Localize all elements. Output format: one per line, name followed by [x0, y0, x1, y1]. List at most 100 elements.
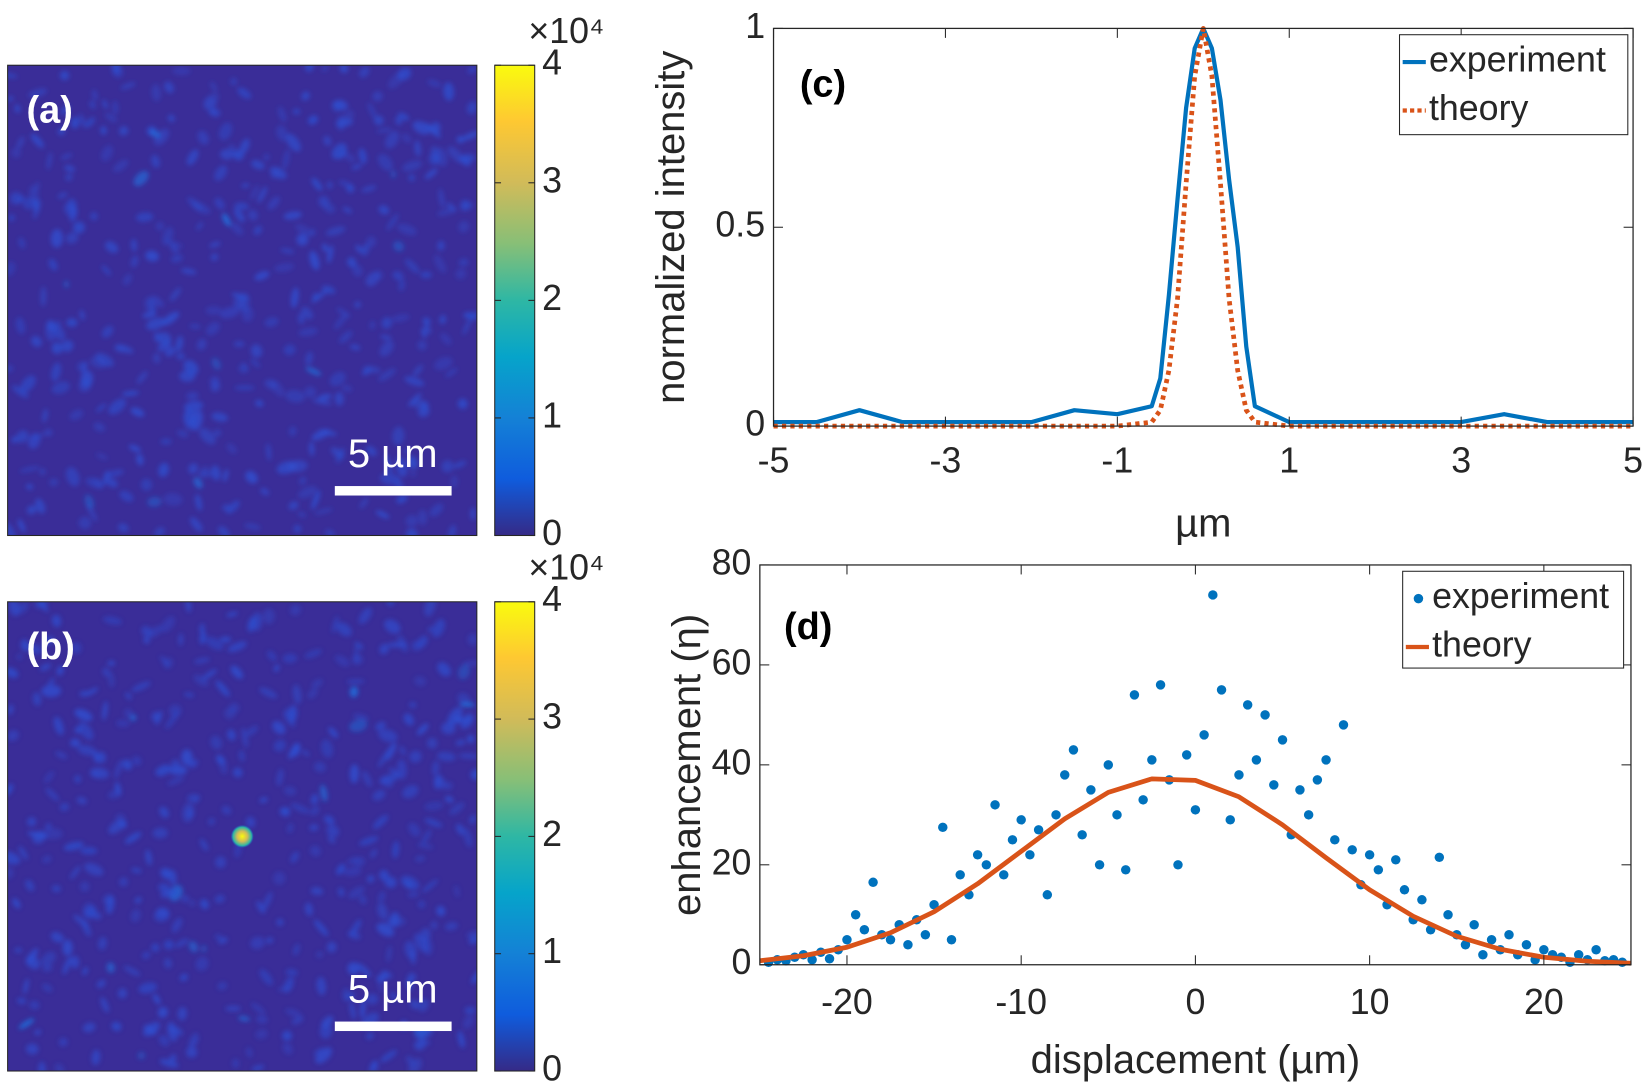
speckle-grain: [401, 133, 412, 143]
speckle-grain: [233, 296, 246, 310]
speckle-grain: [214, 197, 225, 210]
scatter-point: [972, 850, 983, 860]
scatter-point: [1295, 785, 1305, 795]
scatter-point: [1251, 755, 1262, 765]
speckle-grain: [459, 715, 475, 723]
speckle-grain: [238, 750, 245, 762]
speckle-grain: [336, 863, 346, 875]
scatter-point: [1033, 825, 1044, 835]
speckle-grain: [379, 340, 394, 357]
speckle-grain: [16, 653, 23, 660]
speckle-grain: [365, 445, 377, 457]
speckle-grain: [16, 430, 29, 443]
speckle-grain: [453, 715, 463, 724]
speckle-grain: [343, 867, 362, 877]
scatter-point: [1112, 810, 1122, 820]
speckle-grain: [199, 899, 209, 910]
legend-box: [1402, 570, 1625, 669]
speckle-grain: [193, 477, 203, 489]
speckle-grain: [93, 478, 103, 490]
speckle-grain: [301, 306, 314, 320]
speckle-grain: [196, 222, 204, 231]
speckle-grain: [219, 149, 234, 160]
speckle-grain: [153, 332, 161, 343]
speckle-grain: [267, 196, 280, 210]
speckle-grain: [379, 870, 389, 881]
speckle-grain: [222, 504, 231, 512]
speckle-grain: [314, 508, 333, 515]
speckle-grain: [89, 767, 110, 779]
speckle-grain: [61, 340, 74, 352]
speckle-grain: [344, 152, 356, 163]
scatter-point: [1521, 940, 1532, 950]
speckle-grain: [456, 135, 465, 144]
speckle-grain: [108, 398, 127, 415]
speckle-grain: [151, 84, 161, 102]
speckle-grain: [264, 379, 277, 390]
scatter-point: [824, 954, 835, 964]
speckle-grain: [307, 688, 318, 699]
speckle-grain: [323, 203, 335, 214]
speckle-grain: [287, 823, 294, 834]
speckle-grain: [323, 135, 332, 146]
speckle-grain: [349, 719, 368, 732]
speckle-grain: [305, 367, 322, 376]
speckle-grain: [35, 498, 46, 514]
speckle-grain: [336, 115, 346, 131]
speckle-grain: [353, 857, 365, 868]
speckle-grain: [436, 905, 446, 917]
legend-label: experiment: [1429, 40, 1606, 80]
speckle-grain: [463, 660, 477, 667]
speckle-grain: [376, 127, 392, 133]
speckle-grain: [282, 653, 298, 664]
speckle-grain: [201, 669, 217, 680]
speckle-grain: [307, 115, 319, 125]
speckle-grain: [210, 108, 221, 118]
speckle-grain: [264, 317, 279, 327]
speckle-grain: [183, 400, 204, 412]
speckle-grain: [207, 817, 215, 826]
scale-bar: [334, 486, 452, 496]
scatter-point: [1486, 935, 1497, 945]
scatter-point: [885, 935, 896, 945]
speckle-grain: [245, 470, 258, 484]
speckle-grain: [372, 91, 383, 102]
speckle-grain: [79, 690, 90, 697]
speckle-grain: [276, 125, 288, 142]
speckle-grain: [214, 894, 225, 904]
speckle-grain: [43, 771, 55, 784]
speckle-grain: [422, 317, 431, 326]
scale-bar-label: 5 µm: [348, 968, 438, 1012]
speckle-grain: [342, 206, 353, 214]
speckle-grain: [226, 443, 237, 454]
speckle-grain: [39, 663, 52, 671]
speckle-grain: [187, 197, 204, 211]
speckle-grain: [58, 1037, 68, 1047]
speckle-grain: [100, 997, 109, 1013]
speckle-grain: [331, 615, 339, 634]
speckle-grain: [12, 385, 29, 398]
speckle-grain: [193, 674, 209, 687]
x-tick-label: 20: [1524, 982, 1564, 1022]
speckle-grain: [120, 82, 136, 90]
speckle-grain: [391, 314, 410, 323]
speckle-grain: [172, 66, 191, 76]
speckle-grain: [404, 376, 425, 387]
colorbar-multiplier: ×10⁴: [528, 548, 604, 588]
panel-label: (b): [27, 626, 75, 668]
speckle-grain: [311, 678, 323, 689]
speckle-grain: [326, 181, 333, 189]
scatter-point: [1007, 835, 1018, 845]
speckle-grain: [326, 941, 337, 953]
speckle-grain: [267, 650, 277, 662]
scatter-point: [946, 935, 957, 945]
speckle-grain: [251, 612, 263, 631]
speckle-grain: [445, 367, 458, 378]
speckle-grain: [434, 254, 447, 274]
speckle-grain: [186, 1046, 198, 1058]
scale-bar-label: 5 µm: [348, 432, 438, 476]
speckle-grain: [78, 721, 94, 740]
speckle-grain: [53, 320, 62, 329]
speckle-grain: [238, 1015, 250, 1022]
speckle-grain: [408, 1058, 422, 1072]
